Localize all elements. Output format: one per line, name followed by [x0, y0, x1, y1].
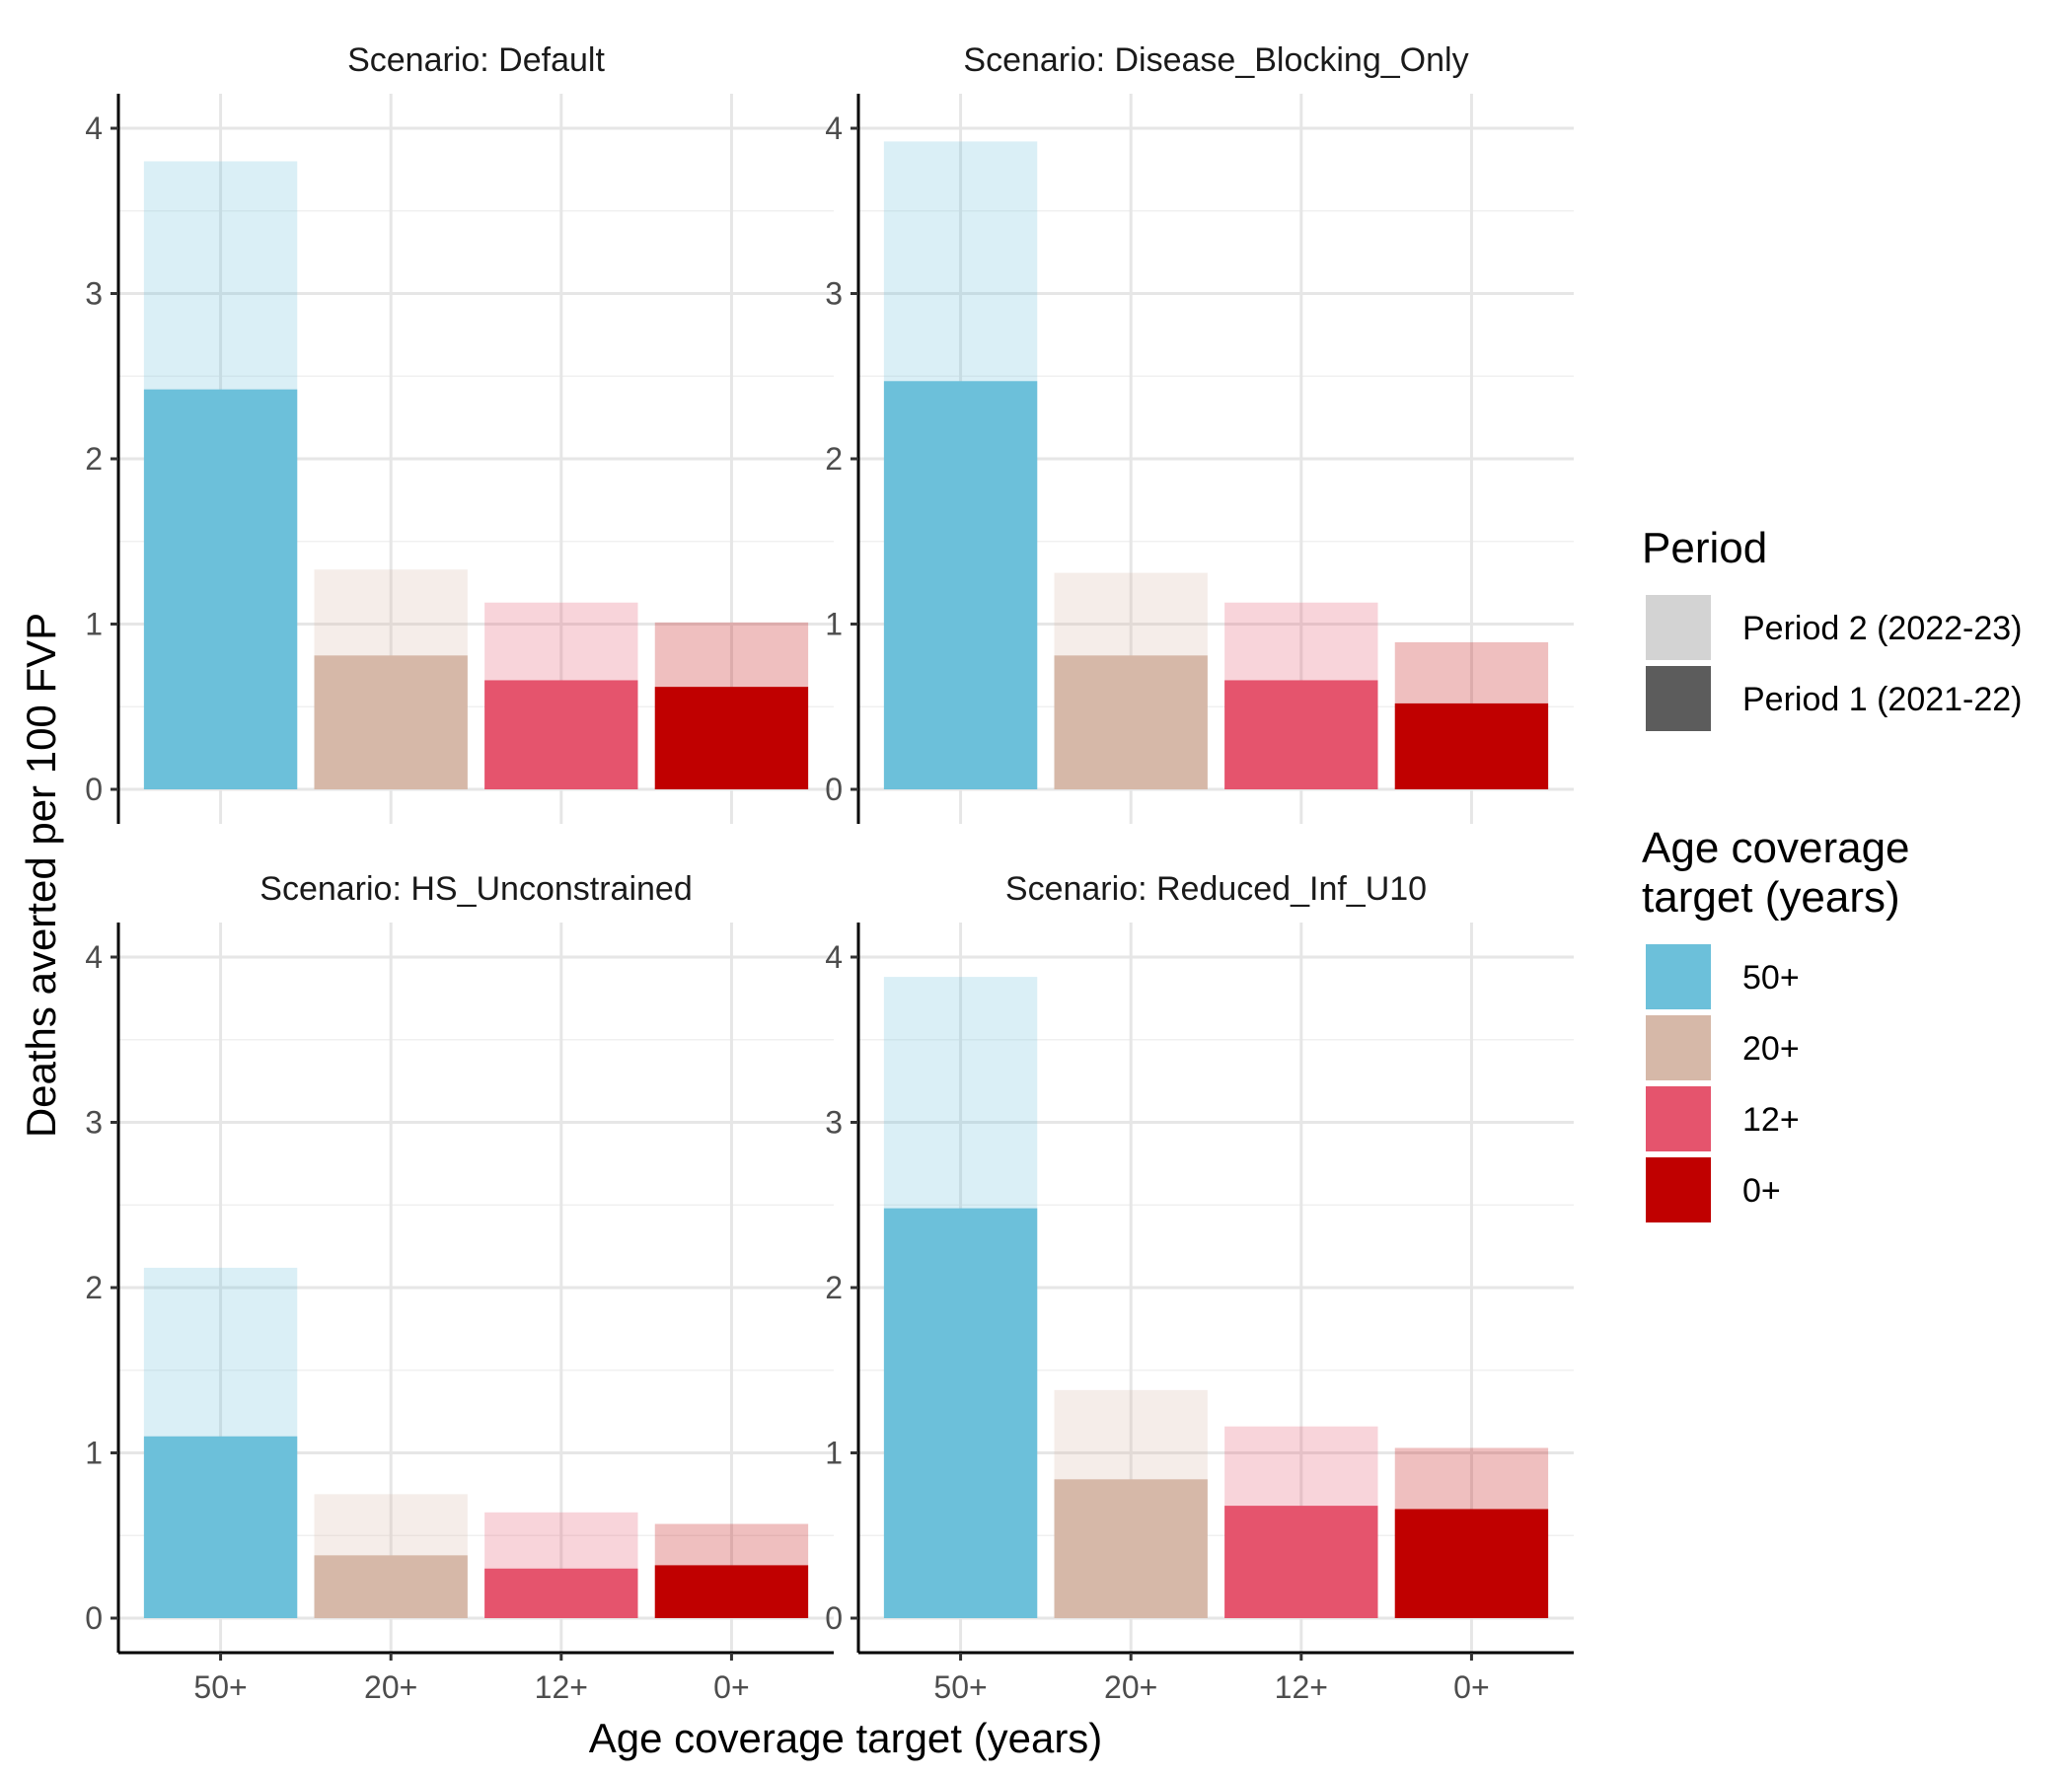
- legend-label-period: Period 2 (2022-23): [1742, 610, 2023, 647]
- y-tick-label: 3: [85, 276, 103, 312]
- y-tick-label: 4: [85, 939, 103, 975]
- bar-period-1-20+: [1054, 1479, 1208, 1618]
- x-tick-label: 20+: [1104, 1669, 1157, 1705]
- bar-period-1-0+: [1394, 703, 1549, 789]
- legend-title-age-line2: target (years): [1642, 873, 1900, 922]
- facet-title: Scenario: Reduced_Inf_U10: [1005, 870, 1427, 908]
- x-axis-title: Age coverage target (years): [589, 1715, 1103, 1761]
- y-axis-title: Deaths averted per 100 FVP: [18, 613, 64, 1138]
- y-tick-label: 2: [85, 1270, 103, 1305]
- legend-key-period: [1646, 666, 1711, 731]
- y-tick-label: 0: [85, 772, 103, 807]
- y-tick-label: 3: [825, 1105, 843, 1141]
- y-tick-label: 0: [85, 1600, 103, 1636]
- y-tick-label: 0: [825, 1600, 843, 1636]
- legend-key-age: [1646, 1015, 1711, 1080]
- bar-period-1-0+: [654, 1565, 809, 1618]
- facet-title: Scenario: HS_Unconstrained: [259, 870, 692, 908]
- x-tick-label: 20+: [364, 1669, 417, 1705]
- legend-title-age-line1: Age coverage: [1642, 824, 1910, 872]
- y-tick-label: 2: [825, 1270, 843, 1305]
- bar-period-1-12+: [1224, 1506, 1378, 1618]
- y-tick-label: 1: [85, 607, 103, 642]
- facet-title: Scenario: Disease_Blocking_Only: [963, 41, 1468, 79]
- facet-panel: Scenario: Default 0 1 2 3 4: [85, 41, 834, 824]
- bar-period-1-50+: [143, 1436, 298, 1618]
- legend: Period Period 2 (2022-23) Period 1 (2021-…: [1642, 524, 2023, 1222]
- y-tick-label: 2: [825, 441, 843, 477]
- bar-period-1-20+: [314, 655, 468, 789]
- bar-period-1-12+: [484, 1568, 638, 1618]
- legend-label-period: Period 1 (2021-22): [1742, 681, 2023, 718]
- bar-period-1-20+: [314, 1555, 468, 1618]
- y-tick-label: 4: [825, 939, 843, 975]
- legend-key-age: [1646, 944, 1711, 1009]
- x-tick-label: 12+: [535, 1669, 588, 1705]
- bar-period-1-50+: [883, 381, 1038, 789]
- x-tick-label: 0+: [713, 1669, 749, 1705]
- x-tick-label: 12+: [1275, 1669, 1328, 1705]
- bar-period-1-20+: [1054, 655, 1208, 789]
- y-tick-label: 2: [85, 441, 103, 477]
- legend-label-age: 12+: [1742, 1101, 1800, 1139]
- y-tick-label: 1: [825, 607, 843, 642]
- bar-period-1-12+: [484, 680, 638, 789]
- x-tick-label: 50+: [193, 1669, 247, 1705]
- y-tick-label: 0: [825, 772, 843, 807]
- x-tick-label: 0+: [1453, 1669, 1489, 1705]
- legend-label-age: 20+: [1742, 1030, 1800, 1068]
- facet-panel: Scenario: Reduced_Inf_U10 0 1 2 3 4 50+ 20+ 12+ 0…: [825, 870, 1574, 1705]
- y-tick-label: 3: [825, 276, 843, 312]
- legend-label-age: 50+: [1742, 959, 1800, 997]
- y-tick-label: 4: [825, 111, 843, 146]
- legend-label-age: 0+: [1742, 1172, 1781, 1210]
- legend-key-age: [1646, 1157, 1711, 1222]
- bar-period-1-12+: [1224, 680, 1378, 789]
- facet-panel: Scenario: HS_Unconstrained 0 1 2 3 4 50+ 20+ 12+…: [85, 870, 834, 1705]
- y-tick-label: 1: [85, 1436, 103, 1471]
- facet-panel: Scenario: Disease_Blocking_Only 0 1 2 3 4: [825, 41, 1574, 824]
- legend-key-age: [1646, 1086, 1711, 1151]
- bar-period-1-50+: [143, 389, 298, 789]
- y-tick-label: 4: [85, 111, 103, 146]
- bar-period-1-0+: [1394, 1509, 1549, 1618]
- bar-period-1-0+: [654, 687, 809, 789]
- x-tick-label: 50+: [933, 1669, 987, 1705]
- y-tick-label: 1: [825, 1436, 843, 1471]
- legend-title-period: Period: [1642, 524, 1767, 572]
- y-tick-label: 3: [85, 1105, 103, 1141]
- facet-title: Scenario: Default: [347, 41, 605, 79]
- bar-period-1-50+: [883, 1208, 1038, 1618]
- legend-key-period: [1646, 595, 1711, 660]
